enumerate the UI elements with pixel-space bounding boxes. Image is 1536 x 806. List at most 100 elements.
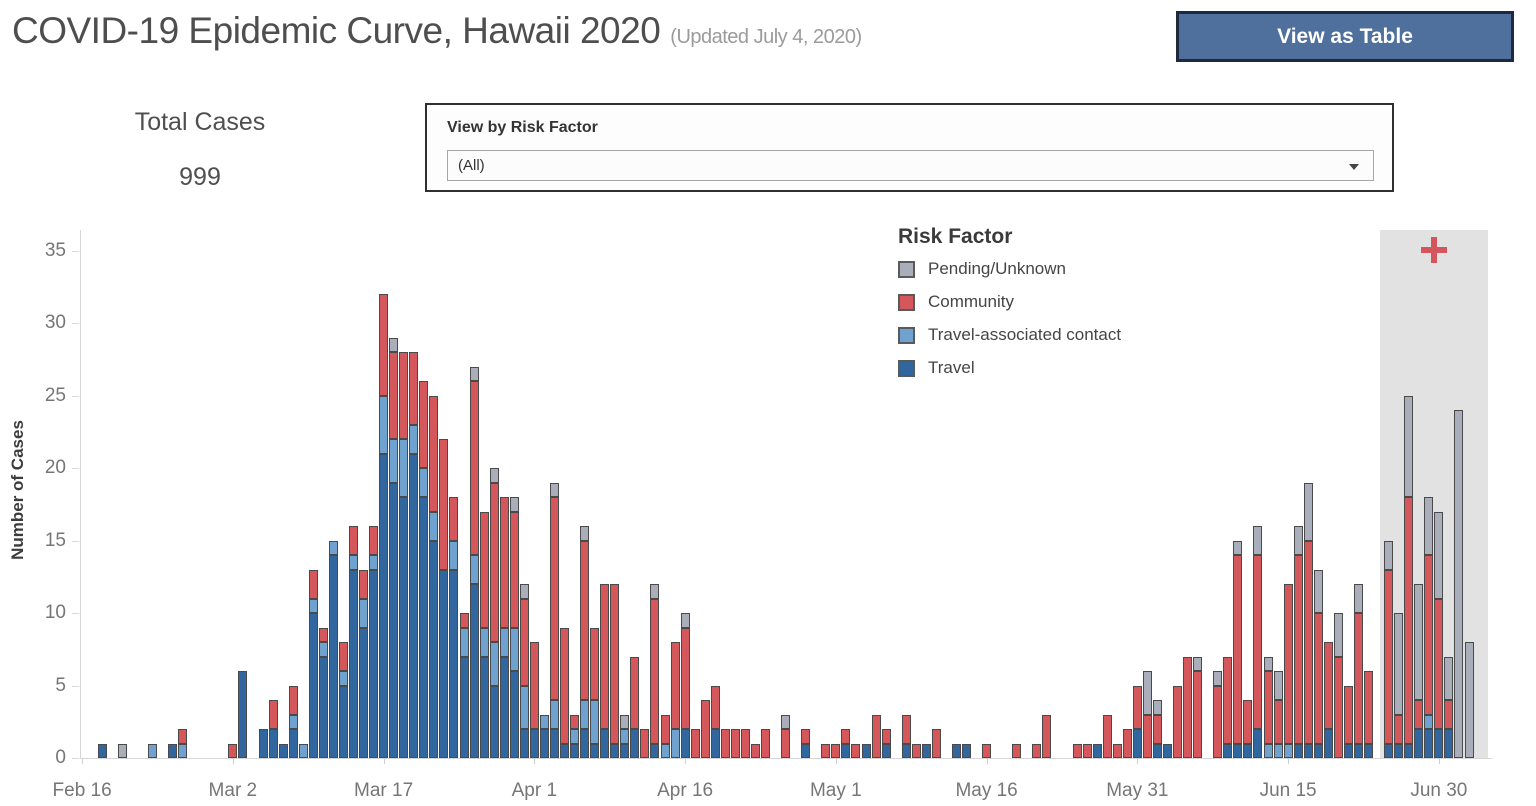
bar[interactable] — [761, 729, 770, 758]
bar-segment-travel[interactable] — [308, 613, 318, 758]
bar-segment-travel[interactable] — [1394, 743, 1404, 758]
bar-segment-travel-associated-contact[interactable] — [670, 729, 680, 758]
bar-segment-travel[interactable] — [801, 743, 811, 758]
bar-segment-travel[interactable] — [1253, 729, 1263, 758]
bar[interactable] — [1173, 685, 1183, 758]
bar-segment-community[interactable] — [338, 642, 348, 671]
bar-segment-community[interactable] — [1444, 700, 1454, 729]
bar-segment-community[interactable] — [359, 569, 368, 599]
bar-segment-travel[interactable] — [379, 453, 389, 758]
bar-segment-travel-associated-contact[interactable] — [348, 555, 358, 570]
bar-segment-community[interactable] — [1394, 714, 1404, 744]
bar-segment-pending-unknown[interactable] — [1384, 540, 1394, 570]
bar-segment-travel[interactable] — [580, 729, 590, 758]
bar-segment-travel[interactable] — [1243, 743, 1253, 758]
bar[interactable] — [720, 729, 730, 758]
bar[interactable] — [459, 613, 469, 758]
bar-segment-travel[interactable] — [489, 685, 499, 758]
bar[interactable] — [911, 743, 921, 758]
bar[interactable] — [560, 627, 569, 758]
bar-segment-travel[interactable] — [951, 743, 961, 758]
bar[interactable] — [1343, 685, 1353, 758]
bar-segment-pending-unknown[interactable] — [1414, 584, 1424, 700]
bar[interactable] — [499, 497, 509, 758]
bar[interactable] — [308, 569, 318, 758]
bar[interactable] — [379, 294, 389, 758]
bar-segment-travel-associated-contact[interactable] — [308, 598, 318, 613]
bar-segment-community[interactable] — [509, 511, 519, 628]
bar-segment-travel[interactable] — [1404, 743, 1414, 758]
bar-segment-community[interactable] — [1283, 584, 1293, 744]
bar-segment-travel-associated-contact[interactable] — [338, 671, 348, 686]
bar[interactable] — [1364, 671, 1373, 758]
bar-segment-travel[interactable] — [1343, 743, 1353, 758]
bar-segment-travel[interactable] — [499, 656, 509, 758]
bar-segment-travel-associated-contact[interactable] — [298, 743, 308, 758]
bar-segment-community[interactable] — [318, 627, 328, 642]
bar-segment-community[interactable] — [1384, 569, 1394, 744]
bar-segment-travel[interactable] — [318, 656, 328, 758]
bar-segment-pending-unknown[interactable] — [1263, 656, 1273, 671]
bar-segment-community[interactable] — [1042, 714, 1052, 758]
bar-segment-pending-unknown[interactable] — [1293, 526, 1303, 555]
bar[interactable] — [369, 526, 379, 758]
bar[interactable] — [328, 540, 338, 758]
bar[interactable] — [529, 642, 539, 758]
bar-segment-community[interactable] — [781, 729, 791, 758]
bar-segment-travel-associated-contact[interactable] — [399, 439, 409, 497]
bar-segment-travel-associated-contact[interactable] — [419, 468, 429, 497]
bar-segment-community[interactable] — [1353, 613, 1363, 744]
bar-segment-travel[interactable] — [1313, 743, 1323, 758]
bar-segment-community[interactable] — [1082, 743, 1092, 758]
bar-segment-pending-unknown[interactable] — [650, 584, 660, 599]
bar[interactable] — [1102, 714, 1112, 758]
bar-segment-travel-associated-contact[interactable] — [519, 685, 529, 729]
bar[interactable] — [1313, 569, 1323, 758]
bar-segment-community[interactable] — [730, 729, 740, 758]
bar-segment-community[interactable] — [479, 511, 489, 628]
bar-segment-pending-unknown[interactable] — [469, 366, 479, 381]
bar-segment-community[interactable] — [1313, 613, 1323, 744]
bar[interactable] — [1213, 671, 1223, 758]
bar-segment-community[interactable] — [1404, 497, 1414, 744]
bar-segment-pending-unknown[interactable] — [1444, 656, 1454, 700]
bar[interactable] — [539, 714, 549, 758]
bar[interactable] — [680, 613, 690, 758]
bar-segment-travel[interactable] — [338, 685, 348, 758]
bar[interactable] — [399, 352, 409, 758]
bar-segment-community[interactable] — [1142, 714, 1152, 758]
bar[interactable] — [449, 497, 459, 758]
bar-segment-community[interactable] — [1072, 743, 1082, 758]
bar-segment-pending-unknown[interactable] — [519, 584, 529, 599]
bar-segment-community[interactable] — [1213, 685, 1223, 758]
bar-segment-community[interactable] — [660, 714, 670, 744]
bar-segment-community[interactable] — [178, 729, 188, 744]
bar-segment-travel-associated-contact[interactable] — [1273, 743, 1283, 758]
bar-segment-travel-associated-contact[interactable] — [1283, 743, 1293, 758]
bar-segment-pending-unknown[interactable] — [620, 714, 630, 729]
bar-segment-community[interactable] — [871, 714, 881, 758]
bar-segment-community[interactable] — [1223, 656, 1233, 744]
bar-segment-travel-associated-contact[interactable] — [369, 555, 379, 570]
bar-segment-community[interactable] — [469, 381, 479, 555]
bar-segment-community[interactable] — [409, 352, 419, 425]
bar[interactable] — [1082, 743, 1092, 758]
bar[interactable] — [489, 468, 499, 758]
bar-segment-community[interactable] — [1243, 700, 1253, 744]
bar-segment-travel[interactable] — [469, 584, 479, 758]
bar-segment-pending-unknown[interactable] — [1142, 671, 1152, 715]
bar[interactable] — [580, 526, 590, 758]
bar[interactable] — [1112, 743, 1122, 758]
bar[interactable] — [630, 656, 640, 758]
bar[interactable] — [117, 743, 127, 758]
bar[interactable] — [620, 714, 630, 758]
bar[interactable] — [1193, 656, 1203, 758]
bar-segment-travel-associated-contact[interactable] — [479, 627, 489, 657]
bar[interactable] — [982, 743, 992, 758]
bar[interactable] — [660, 714, 670, 758]
bar-segment-travel[interactable] — [419, 497, 429, 758]
bar-segment-travel[interactable] — [519, 729, 529, 758]
bar-segment-travel[interactable] — [650, 743, 660, 758]
bar-segment-community[interactable] — [841, 729, 851, 744]
bar[interactable] — [570, 714, 580, 758]
